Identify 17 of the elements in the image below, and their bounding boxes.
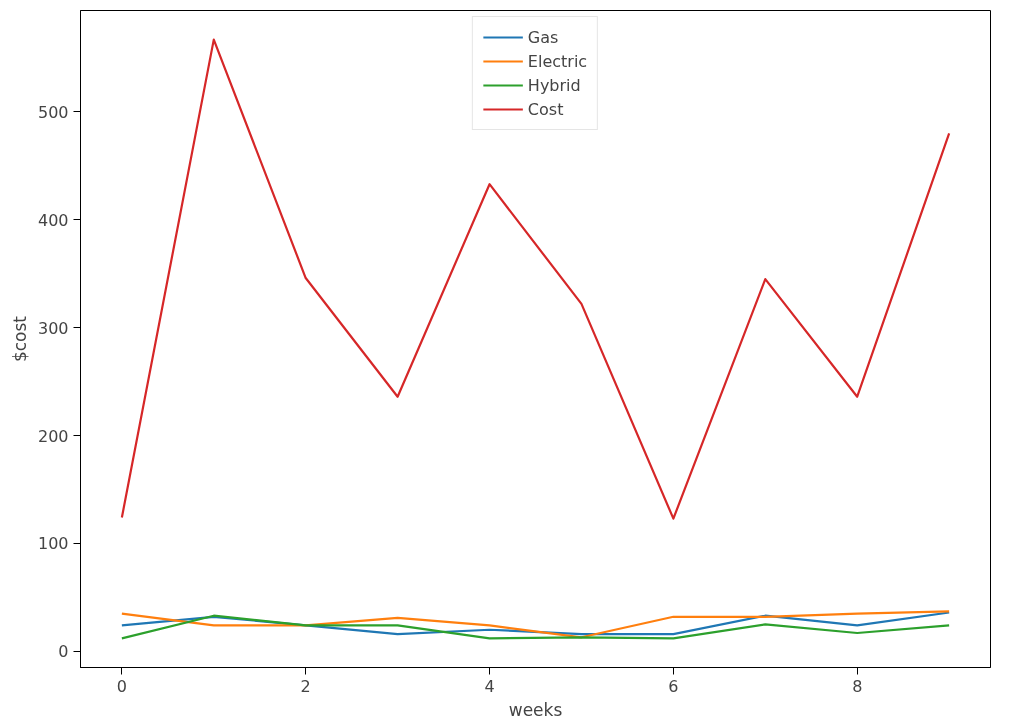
x-tick-label: 0 [116,676,127,696]
x-tick-label: 2 [300,676,311,696]
legend-label: Gas [527,27,559,47]
y-tick-label: 0 [58,642,69,662]
y-tick-label: 200 [37,426,69,446]
y-tick-label: 300 [37,318,69,338]
legend-label: Cost [527,99,564,119]
y-tick-label: 100 [37,534,69,554]
x-axis-title: weeks [508,699,563,720]
y-axis-title: $cost [9,315,30,363]
y-tick-label: 500 [37,102,69,122]
x-tick-label: 4 [484,676,495,696]
x-tick-label: 6 [668,676,679,696]
legend-label: Electric [527,51,588,71]
y-tick-label: 400 [37,210,69,230]
legend-label: Hybrid [527,75,581,95]
x-tick-label: 8 [852,676,863,696]
